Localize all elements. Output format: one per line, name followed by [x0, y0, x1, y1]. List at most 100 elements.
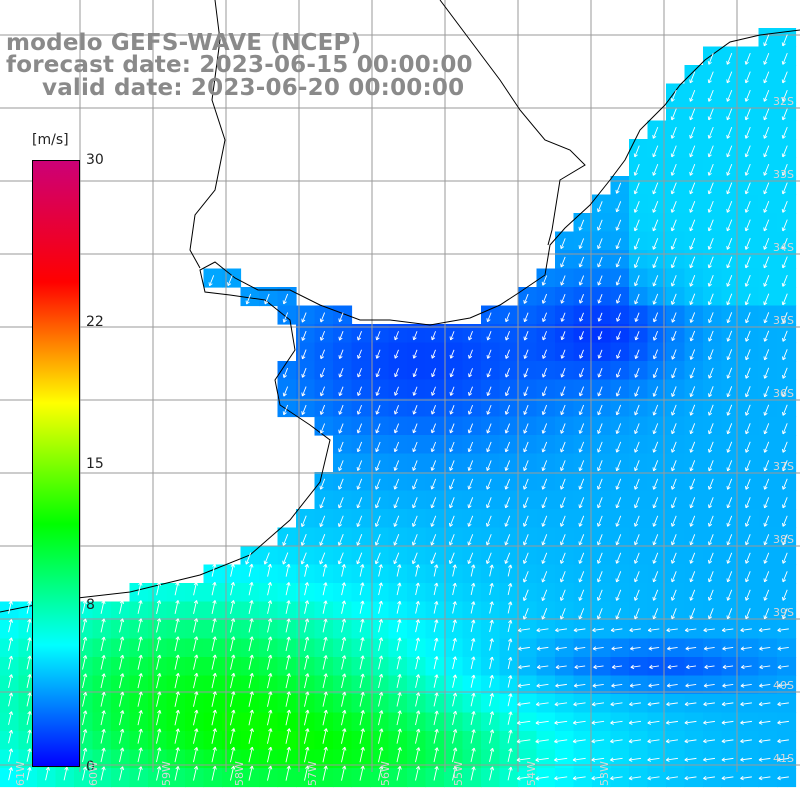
wind-vector [248, 654, 253, 670]
wind-vector-head [393, 429, 398, 434]
wind-vector-head [740, 627, 745, 633]
wind-vector-head [615, 245, 620, 250]
wind-vector [671, 589, 677, 601]
wind-vector [82, 748, 87, 763]
wind-vector-head [560, 299, 565, 304]
wind-vector-head [212, 672, 217, 677]
wind-vector-head [468, 336, 473, 341]
wind-vector-head [671, 318, 676, 323]
wind-vector-head [684, 757, 689, 762]
wind-vector-head [360, 564, 365, 568]
wind-vector [489, 656, 493, 670]
wind-vector [763, 108, 770, 121]
wind-vector-head [467, 410, 473, 415]
wind-vector [8, 601, 12, 614]
wind-vector [764, 571, 770, 583]
wind-vector-head [323, 563, 328, 568]
wind-vector-head [615, 485, 620, 490]
wind-vector-head [560, 336, 565, 341]
wind-vector-head [763, 467, 768, 472]
model-title: modelo GEFS-WAVE (NCEP) [6, 30, 362, 56]
wind-vector [394, 386, 399, 396]
wind-vector [396, 619, 401, 633]
wind-vector-head [231, 691, 236, 696]
wind-vector [560, 497, 566, 509]
wind-vector-head [671, 504, 676, 509]
wind-vector-head [726, 97, 731, 102]
wind-vector [690, 349, 696, 360]
wind-vector-head [471, 656, 476, 661]
wind-vector [193, 654, 198, 670]
wind-vector-head [685, 683, 690, 688]
wind-vector-head [430, 448, 435, 453]
wind-vector [782, 34, 788, 47]
wind-vector [759, 702, 771, 705]
wind-vector-head [230, 563, 235, 568]
wind-vector-head [671, 448, 676, 453]
wind-vector-head [356, 448, 361, 453]
wind-vector-head [505, 355, 510, 359]
wind-vector [758, 720, 771, 724]
wind-vector [726, 126, 733, 139]
wind-vector [560, 423, 566, 434]
wind-vector-head [684, 720, 689, 725]
wind-vector [341, 691, 346, 707]
wind-vector-head [782, 504, 787, 509]
wind-vector [764, 478, 770, 490]
wind-vector-head [319, 485, 324, 490]
wind-vector-head [393, 466, 398, 471]
wind-vector-head [415, 600, 420, 605]
wind-vector [378, 692, 383, 707]
wind-vector [616, 367, 622, 378]
wind-vector-head [286, 746, 291, 751]
wind-vector [708, 386, 714, 397]
wind-vector-head [726, 79, 731, 84]
wind-vector-head [649, 664, 653, 670]
wind-vector-head [175, 691, 180, 696]
wind-vector-head [193, 765, 199, 770]
wind-vector [470, 564, 475, 577]
wind-vector [489, 711, 493, 725]
wind-vector [304, 765, 309, 781]
wind-vector [412, 552, 418, 564]
wind-vector [763, 145, 770, 158]
wind-vector [517, 720, 531, 724]
wind-vector [156, 691, 161, 707]
wind-vector [359, 564, 364, 577]
wind-vector-head [27, 729, 32, 734]
wind-vector [745, 478, 751, 490]
wind-vector-head [416, 747, 421, 752]
wind-vector [708, 275, 714, 287]
wind-vector [741, 665, 752, 668]
wind-vector-head [374, 541, 379, 546]
wind-vector [470, 601, 475, 614]
wind-vector [137, 691, 142, 707]
wind-vector-head [670, 134, 675, 139]
wind-vector [634, 589, 640, 601]
wind-vector-head [591, 720, 596, 725]
wind-vector-head [286, 582, 291, 586]
wind-vector-head [138, 600, 143, 604]
wind-vector-head [634, 448, 639, 453]
wind-vector [782, 497, 788, 509]
wind-vector-head [489, 766, 495, 771]
wind-vector [156, 710, 161, 726]
wind-vector-head [504, 392, 510, 397]
wind-vector [412, 515, 418, 527]
wind-vector [782, 330, 788, 342]
wind-vector [542, 460, 548, 471]
wind-vector [573, 776, 586, 780]
wind-vector [630, 646, 641, 650]
wind-vector-head [610, 776, 614, 781]
wind-vector [745, 460, 751, 472]
wind-vector [285, 564, 290, 577]
wind-vector [579, 589, 585, 601]
wind-vector-head [323, 582, 328, 587]
wind-vector-head [431, 373, 436, 378]
wind-vector-head [268, 728, 273, 733]
wind-vector [782, 182, 788, 195]
wind-vector-head [689, 411, 694, 416]
wind-vector [486, 460, 492, 471]
wind-vector [524, 368, 529, 378]
wind-vector [396, 655, 401, 670]
